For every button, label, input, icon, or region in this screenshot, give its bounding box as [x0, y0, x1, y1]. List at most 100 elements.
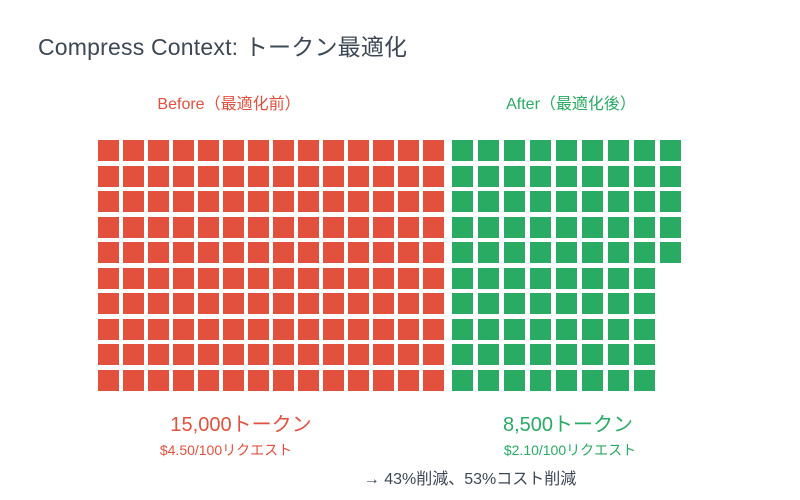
waffle-square [298, 344, 319, 365]
waffle-square [148, 293, 169, 314]
waffle-square [98, 165, 119, 187]
waffle-square [373, 242, 394, 263]
waffle-square [478, 165, 499, 187]
waffle-square [582, 293, 603, 314]
waffle-square [173, 140, 194, 161]
waffle-square [582, 344, 603, 365]
waffle-square [452, 242, 473, 263]
waffle-square [478, 140, 499, 161]
waffle-square [348, 216, 369, 238]
waffle-square [173, 318, 194, 340]
waffle-square [198, 216, 219, 238]
waffle-square [398, 344, 419, 365]
waffle-square [148, 140, 169, 161]
waffle-square [582, 318, 603, 340]
waffle-square [478, 344, 499, 365]
waffle-square [123, 216, 144, 238]
waffle-square [348, 344, 369, 365]
waffle-square [423, 165, 444, 187]
waffle-square [323, 165, 344, 187]
waffle-square [298, 267, 319, 289]
waffle-square [198, 369, 219, 391]
waffle-square [398, 140, 419, 161]
waffle-square [582, 165, 603, 187]
waffle-square [504, 191, 525, 212]
waffle-square [323, 216, 344, 238]
waffle-square [660, 216, 681, 238]
waffle-square [223, 293, 244, 314]
waffle-square [582, 267, 603, 289]
waffle-square [530, 216, 551, 238]
waffle-square [198, 242, 219, 263]
waffle-square [273, 267, 294, 289]
waffle-square [198, 293, 219, 314]
waffle-square [298, 191, 319, 212]
waffle-square [98, 318, 119, 340]
waffle-square [452, 369, 473, 391]
waffle-square [478, 216, 499, 238]
waffle-square [452, 140, 473, 161]
waffle-square [478, 267, 499, 289]
waffle-square [223, 165, 244, 187]
waffle-square [504, 140, 525, 161]
waffle-square [556, 344, 577, 365]
waffle-square [298, 369, 319, 391]
waffle-square [582, 140, 603, 161]
waffle-square [634, 191, 655, 212]
waffle-square [173, 216, 194, 238]
waffle-square [273, 216, 294, 238]
waffle-square [452, 216, 473, 238]
waffle-square [323, 191, 344, 212]
waffle-square [273, 140, 294, 161]
waffle-square [423, 344, 444, 365]
waffle-square [298, 242, 319, 263]
waffle-square [173, 191, 194, 212]
waffle-square [398, 293, 419, 314]
waffle-square [148, 344, 169, 365]
waffle-square [556, 216, 577, 238]
waffle-square [223, 344, 244, 365]
waffle-square [123, 318, 144, 340]
waffle-square [398, 267, 419, 289]
waffle-square [398, 318, 419, 340]
waffle-square [273, 369, 294, 391]
waffle-square [556, 369, 577, 391]
waffle-square [530, 267, 551, 289]
waffle-square [504, 267, 525, 289]
waffle-square [348, 165, 369, 187]
waffle-square [608, 369, 629, 391]
waffle-square [198, 140, 219, 161]
waffle-square [660, 242, 681, 263]
waffle-square [173, 293, 194, 314]
waffle-square [660, 344, 681, 365]
waffle-square [348, 369, 369, 391]
waffle-square [98, 216, 119, 238]
before-header-label: Before（最適化前） [157, 96, 301, 113]
waffle-square [273, 344, 294, 365]
waffle-square [373, 165, 394, 187]
waffle-square [373, 369, 394, 391]
waffle-square [198, 318, 219, 340]
waffle-square [478, 242, 499, 263]
waffle-square [452, 344, 473, 365]
waffle-square [660, 370, 681, 391]
waffle-square [273, 318, 294, 340]
waffle-square [323, 140, 344, 161]
waffle-square [452, 318, 473, 340]
waffle-square [423, 318, 444, 340]
waffle-square [173, 242, 194, 263]
waffle-square [173, 369, 194, 391]
waffle-square [423, 267, 444, 289]
waffle-square [248, 369, 269, 391]
waffle-square [608, 267, 629, 289]
waffle-square [660, 293, 681, 314]
waffle-square [556, 140, 577, 161]
waffle-square [634, 140, 655, 161]
waffle-square [373, 293, 394, 314]
waffle-square [530, 191, 551, 212]
waffle-square [248, 216, 269, 238]
waffle-square [223, 267, 244, 289]
waffle-square [608, 191, 629, 212]
waffle-square [634, 293, 655, 314]
waffle-square [582, 191, 603, 212]
